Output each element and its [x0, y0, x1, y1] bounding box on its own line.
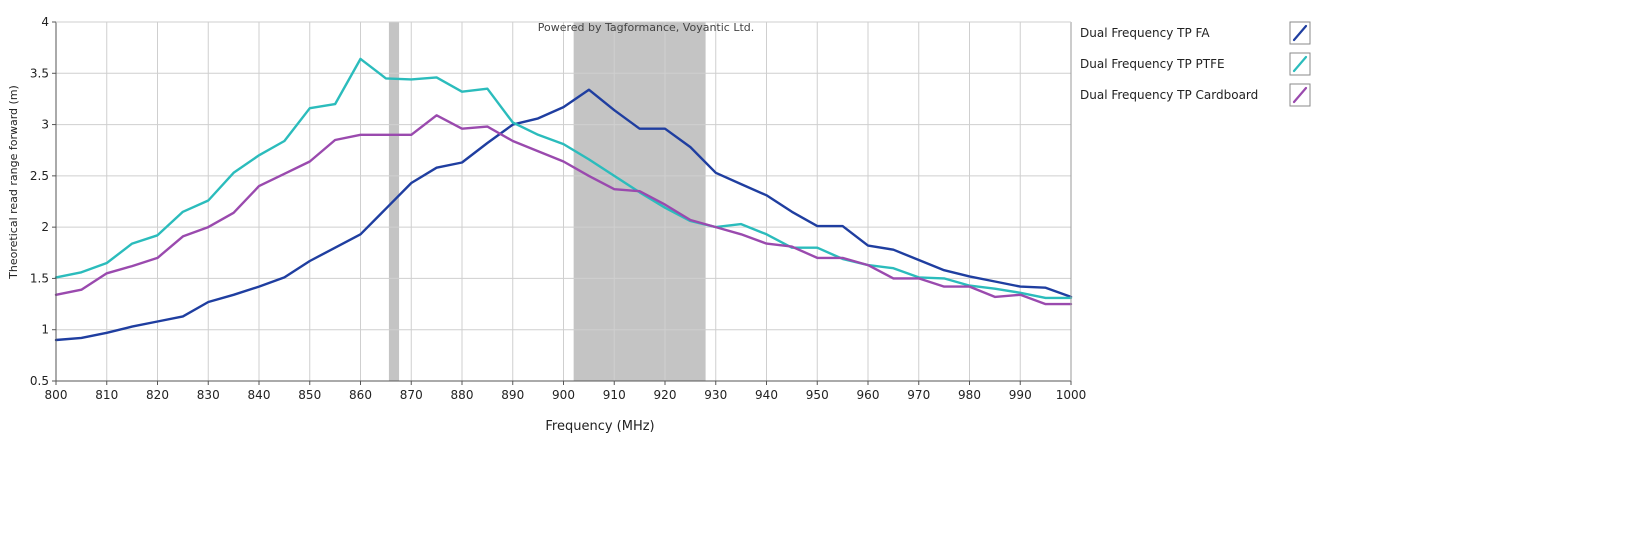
legend: Dual Frequency TP FA Dual Frequency TP PT…	[1080, 21, 1311, 107]
x-tick-label-4: 840	[248, 388, 271, 402]
x-tick-label-7: 870	[400, 388, 423, 402]
x-tick-label-14: 940	[755, 388, 778, 402]
shaded-band-1	[573, 22, 706, 381]
x-tick-label-2: 820	[146, 388, 169, 402]
x-tick-label-15: 950	[806, 388, 829, 402]
legend-label-1: Dual Frequency TP PTFE	[1080, 57, 1225, 71]
legend-label-0: Dual Frequency TP FA	[1080, 26, 1210, 40]
x-tick-label-3: 830	[197, 388, 220, 402]
series-line-1	[54, 57, 1073, 300]
y-tick-label-5: 3	[41, 118, 49, 132]
y-tick-label-7: 4	[41, 15, 49, 29]
legend-swatch-line-2	[1292, 86, 1308, 104]
series-line-0	[54, 88, 1073, 342]
legend-swatch-line-0	[1292, 24, 1308, 42]
series-line-2	[54, 114, 1073, 306]
x-tick-label-12: 920	[654, 388, 677, 402]
x-tick-label-18: 980	[958, 388, 981, 402]
x-tick-label-1: 810	[95, 388, 118, 402]
x-axis-label: Frequency (MHz)	[545, 419, 654, 434]
legend-label-2: Dual Frequency TP Cardboard	[1080, 88, 1258, 102]
y-tick-label-2: 1.5	[30, 271, 49, 285]
x-tick-label-5: 850	[298, 388, 321, 402]
y-tick-label-3: 2	[41, 220, 49, 234]
x-tick-label-0: 800	[45, 388, 68, 402]
x-tick-label-19: 990	[1009, 388, 1032, 402]
x-tick-label-6: 860	[349, 388, 372, 402]
x-tick-labels: 800 810 820 830 840 850 860 870 880 890 900 910 920 9…	[45, 381, 1087, 402]
y-tick-label-1: 1	[41, 323, 49, 337]
x-tick-label-13: 930	[704, 388, 727, 402]
x-tick-label-16: 960	[857, 388, 880, 402]
y-tick-label-4: 2.5	[30, 169, 49, 183]
x-tick-label-17: 970	[907, 388, 930, 402]
legend-swatch-line-1	[1292, 55, 1308, 73]
x-tick-label-8: 880	[451, 388, 474, 402]
x-tick-label-11: 910	[603, 388, 626, 402]
y-axis-label: Theoretical read range forward (m)	[7, 85, 20, 280]
y-tick-label-6: 3.5	[30, 66, 49, 80]
series-lines	[54, 57, 1073, 342]
x-tick-label-20: 1000	[1056, 388, 1087, 402]
x-tick-label-10: 900	[552, 388, 575, 402]
y-tick-labels: 0.5 1 1.5 2 2.5 3 3.5 4	[30, 15, 56, 388]
watermark-text: Powered by Tagformance, Voyantic Ltd.	[538, 21, 755, 34]
y-tick-label-0: 0.5	[30, 374, 49, 388]
x-tick-label-9: 890	[501, 388, 524, 402]
